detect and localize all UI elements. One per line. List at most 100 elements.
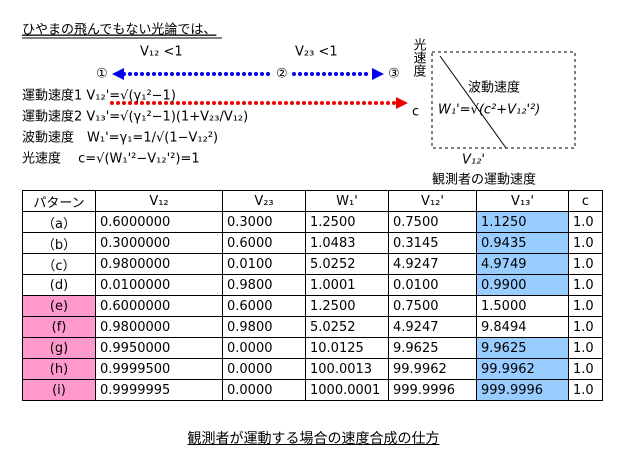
- cell: V₁₂: [95, 190, 223, 212]
- cell: 0.9800: [222, 316, 306, 338]
- cell: 0.3000: [222, 211, 306, 233]
- cell: 999.9996: [388, 379, 477, 401]
- cell: 0.3145: [388, 232, 477, 254]
- cell: 0.0000: [222, 337, 306, 359]
- formula: 運動速度2 V₁₃'=√(γ₁²−1)(1+V₂₃/V₁₂): [22, 109, 248, 125]
- cell: 4.9749: [476, 253, 569, 275]
- table-row: (g) 0.9950000 0.0000 10.0125 9.9625 9.9625 1.0: [22, 337, 603, 359]
- cell: 1.0483: [305, 232, 389, 254]
- cell: 1.0: [568, 274, 603, 296]
- cell: 0.0000: [222, 379, 306, 401]
- cell: 0.9900: [476, 274, 569, 296]
- cell: (i): [22, 379, 96, 401]
- formula: 光速度 c=√(W₁'²−V₁₂'²)=1: [22, 151, 200, 167]
- cell: 10.0125: [305, 337, 389, 359]
- cell: 0.0000: [222, 358, 306, 380]
- cell: 1.2500: [305, 295, 389, 317]
- cell: 0.6000: [222, 232, 306, 254]
- cell: 1.0: [568, 232, 603, 254]
- point: ②: [276, 67, 288, 82]
- cell: 0.6000000: [95, 211, 223, 233]
- cell: V₂₃: [222, 190, 306, 212]
- formula: 運動速度1 V₁₂'=√(γ₁²−1): [22, 88, 176, 104]
- cell: 9.8494: [476, 316, 569, 338]
- observer-label: 観測者の運動速度: [432, 172, 536, 188]
- v23-label: V₂₃ <1: [295, 45, 338, 60]
- cell: 5.0252: [305, 253, 389, 275]
- cell: 9.9625: [388, 337, 477, 359]
- cell: 1.0: [568, 379, 603, 401]
- cell: c: [568, 190, 603, 212]
- cell: (e): [22, 295, 96, 317]
- cell: 1.5000: [476, 295, 569, 317]
- point: ①: [96, 67, 108, 82]
- cell: 9.9625: [476, 337, 569, 359]
- point: ③: [388, 67, 400, 82]
- cell: 0.9800: [222, 274, 306, 296]
- cell: （c）: [22, 253, 96, 275]
- header-row: パターン V₁₂ V₂₃ W₁' V₁₂' V₁₃' c: [22, 190, 603, 212]
- cell: W₁': [305, 190, 389, 212]
- cell: 0.0100000: [95, 274, 223, 296]
- formula: 波動速度 W₁'=γ₁=1/√(1−V₁₂²): [22, 130, 218, 146]
- cell: 1.0001: [305, 274, 389, 296]
- cell: 1.0: [568, 337, 603, 359]
- cell: 1.0: [568, 358, 603, 380]
- cell: V₁₃': [476, 190, 569, 212]
- cell: 0.0100: [222, 253, 306, 275]
- cell: 0.7500: [388, 211, 477, 233]
- table-row: (h) 0.9999500 0.0000 100.0013 99.9962 99.9962…: [22, 358, 603, 380]
- diagram: ひやまの飛んでもない光論では、 V₁₂ <1 V₂₃ <1 ① ② ③ 運動速度…: [22, 22, 576, 188]
- table-row: （b） 0.3000000 0.6000 1.0483 0.3145 0.9435 1.0: [22, 232, 603, 254]
- cell: 99.9962: [388, 358, 477, 380]
- cell: 5.0252: [305, 316, 389, 338]
- table-row: (d) 0.0100000 0.9800 1.0001 0.0100 0.9900 1.0: [22, 274, 603, 296]
- cell: 0.3000000: [95, 232, 223, 254]
- cell: V₁₂': [388, 190, 477, 212]
- cell: 0.9800000: [95, 253, 223, 275]
- data-table: パターン V₁₂ V₂₃ W₁' V₁₂' V₁₃' c （a） 0.6000000 0.3000…: [22, 190, 603, 401]
- vector-box: [431, 51, 576, 149]
- cell: 4.9247: [388, 316, 477, 338]
- arrowhead: [396, 97, 408, 109]
- cell: 1.2500: [305, 211, 389, 233]
- table-row: （c） 0.9800000 0.0100 5.0252 4.9247 4.9749 1.0: [22, 253, 603, 275]
- cell: （a）: [22, 211, 96, 233]
- arrowhead: [372, 68, 384, 80]
- cell: (f): [22, 316, 96, 338]
- arrowhead: [112, 68, 124, 80]
- cell: 0.6000: [222, 295, 306, 317]
- table-row: (f) 0.9800000 0.9800 5.0252 4.9247 9.8494 1.0: [22, 316, 603, 338]
- cell: 1.1250: [476, 211, 569, 233]
- cell: パターン: [22, 190, 96, 212]
- cell: 99.9962: [476, 358, 569, 380]
- cell: 999.9996: [476, 379, 569, 401]
- light-speed-label: 光速度: [411, 38, 427, 77]
- c-label: c: [412, 105, 419, 120]
- cell: 1.0: [568, 211, 603, 233]
- wave-formula: W₁'=√(c²+V₁₂'²): [438, 103, 540, 118]
- cell: 0.9800000: [95, 316, 223, 338]
- cell: 100.0013: [305, 358, 389, 380]
- cell: 0.9435: [476, 232, 569, 254]
- table-row: （a） 0.6000000 0.3000 1.2500 0.7500 1.1250 1.0: [22, 211, 603, 233]
- table-row: (e) 0.6000000 0.6000 1.2500 0.7500 1.5000 1.0: [22, 295, 603, 317]
- diagonal: [439, 55, 507, 149]
- cell: 0.7500: [388, 295, 477, 317]
- cell: 1.0: [568, 295, 603, 317]
- cell: 1.0: [568, 253, 603, 275]
- cell: 0.9999995: [95, 379, 223, 401]
- v12-label: V₁₂ <1: [140, 45, 183, 60]
- cell: 1000.0001: [305, 379, 389, 401]
- cell: 0.6000000: [95, 295, 223, 317]
- table-row: (i) 0.9999995 0.0000 1000.0001 999.9996 999.9…: [22, 379, 603, 401]
- cell: (g): [22, 337, 96, 359]
- cell: 4.9247: [388, 253, 477, 275]
- caption: 観測者が運動する場合の速度合成の仕方: [187, 431, 440, 447]
- wave-label: 波動速度: [468, 80, 520, 96]
- cell: 0.9950000: [95, 337, 223, 359]
- cell: 1.0: [568, 316, 603, 338]
- cell: (h): [22, 358, 96, 380]
- cell: （b）: [22, 232, 96, 254]
